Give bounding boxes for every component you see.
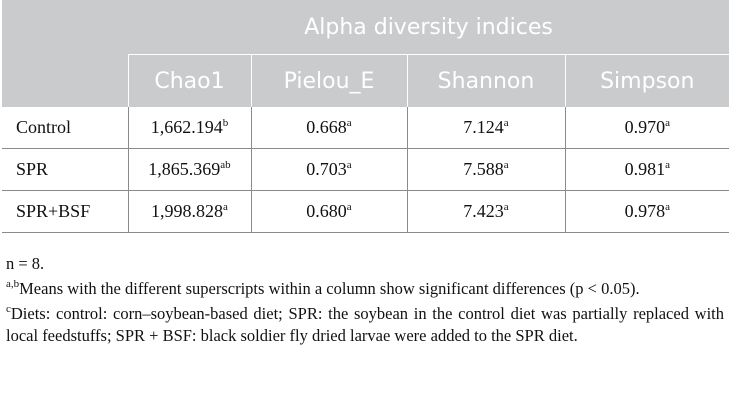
table-cell: 0.668a bbox=[250, 107, 407, 149]
table-row: SPR+BSF 1,998.828a 0.680a 7.423a 0.978a bbox=[2, 190, 730, 233]
footnote-ab: a,bMeans with the different superscripts… bbox=[6, 278, 640, 299]
table-container: Alpha diversity indices Chao1 Pielou_E S… bbox=[2, 0, 730, 233]
alpha-diversity-table: Alpha diversity indices Chao1 Pielou_E S… bbox=[2, 0, 730, 233]
header-stub-lower bbox=[2, 54, 128, 107]
table-cell: 1,662.194b bbox=[127, 107, 251, 149]
row-label: SPR bbox=[2, 148, 128, 191]
footnote-c: cDiets: control: corn–soybean-based diet… bbox=[6, 303, 724, 346]
table-footnotes: n = 8. a,bMeans with the different super… bbox=[6, 253, 724, 350]
table-cell: 7.423a bbox=[406, 190, 565, 233]
footnote-n: n = 8. bbox=[6, 254, 45, 273]
table-cell: 0.978a bbox=[564, 190, 730, 233]
row-label: SPR+BSF bbox=[2, 190, 128, 233]
table-row: Control 1,662.194b 0.668a 7.124a 0.970a bbox=[2, 107, 730, 149]
table-cell: 0.680a bbox=[250, 190, 407, 233]
header-stub bbox=[2, 0, 128, 55]
column-header: Shannon bbox=[406, 54, 565, 107]
column-header: Pielou_E bbox=[250, 54, 407, 107]
table-cell: 1,998.828a bbox=[127, 190, 251, 233]
column-header: Chao1 bbox=[127, 54, 251, 107]
table-row: SPR 1,865.369ab 0.703a 7.588a 0.981a bbox=[2, 148, 730, 191]
table-cell: 7.588a bbox=[406, 148, 565, 191]
table-cell: 0.703a bbox=[250, 148, 407, 191]
table-cell: 7.124a bbox=[406, 107, 565, 149]
group-header: Alpha diversity indices bbox=[128, 0, 730, 55]
row-label: Control bbox=[2, 107, 128, 149]
table-cell: 0.981a bbox=[564, 148, 730, 191]
table-cell: 0.970a bbox=[564, 107, 730, 149]
column-header: Simpson bbox=[564, 54, 730, 107]
table-cell: 1,865.369ab bbox=[127, 148, 251, 191]
